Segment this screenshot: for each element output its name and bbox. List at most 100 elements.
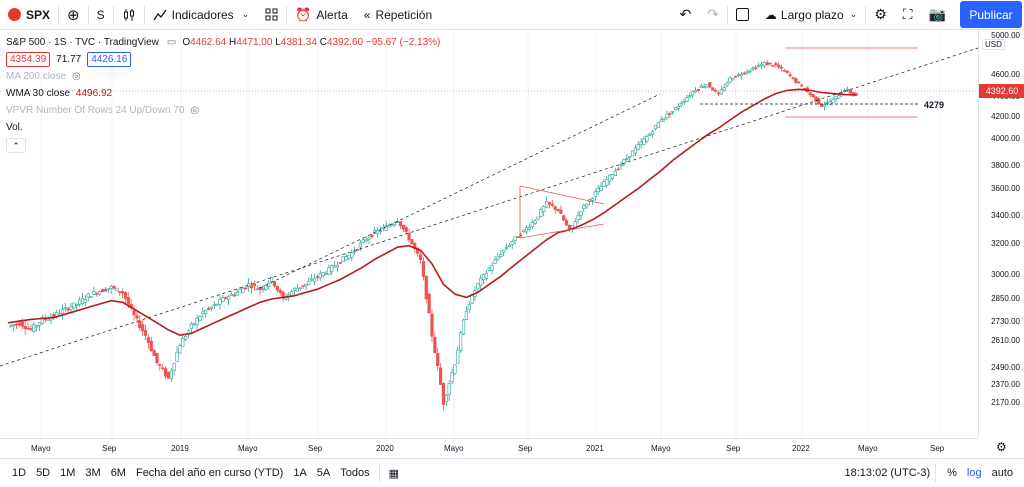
candle-body	[46, 318, 50, 321]
chart-pane[interactable]: 4279	[0, 30, 979, 438]
ask-box[interactable]: 4426.16	[87, 52, 132, 67]
candle-body	[544, 200, 549, 208]
candle-body	[267, 282, 271, 287]
time-tick-label: Mayo	[31, 444, 51, 453]
candle-body	[37, 322, 42, 326]
eye-hidden-icon[interactable]: ◎	[190, 104, 200, 116]
candle-body	[330, 265, 334, 272]
divider	[58, 5, 60, 24]
layout-select-icon[interactable]	[728, 0, 757, 30]
range-button[interactable]: 5A	[316, 467, 331, 479]
candles-style-icon[interactable]	[114, 0, 144, 30]
range-button[interactable]: 5D	[36, 467, 51, 479]
candle-body	[516, 236, 520, 238]
candle-body	[312, 278, 317, 282]
triangle-upper-line[interactable]	[519, 185, 605, 205]
range-button[interactable]: 1D	[12, 467, 27, 479]
level-annotation[interactable]: 4279	[924, 100, 944, 110]
candle-body	[226, 296, 231, 300]
candle-body	[748, 70, 752, 73]
candle-body	[404, 227, 408, 232]
candle-body	[407, 232, 411, 241]
undo-icon[interactable]: ↶	[679, 6, 692, 22]
candle-body	[825, 101, 829, 104]
clock-label[interactable]: 18:13:02 (UTC-3)	[844, 467, 931, 479]
divider	[87, 5, 89, 24]
candle-body	[777, 64, 781, 68]
range-button[interactable]: Fecha del año en curso (YTD)	[135, 467, 284, 479]
price-tick-label: 3800.00	[991, 161, 1020, 170]
candle-body	[444, 394, 448, 402]
candle-body	[206, 308, 211, 310]
range-button[interactable]: 3M	[85, 467, 101, 479]
interval-button[interactable]: S	[89, 0, 113, 30]
alert-label: Alerta	[316, 7, 348, 22]
candle-body	[249, 285, 254, 289]
alert-button[interactable]: ⏰ Alerta	[287, 0, 356, 30]
candle-body	[756, 65, 761, 68]
candle-body	[189, 323, 193, 329]
candle-body	[679, 103, 683, 106]
volume-row[interactable]: Vol.	[6, 119, 440, 136]
range-button[interactable]: Todos	[340, 467, 370, 479]
flag-icon[interactable]: ▭	[166, 36, 177, 48]
eye-hidden-icon[interactable]: ◎	[72, 70, 81, 82]
triangle-lower-line[interactable]	[519, 223, 605, 239]
vpvr-row[interactable]: VPVR Number Of Rows 24 Up/Down 70 ◎	[6, 102, 440, 119]
divider	[143, 5, 145, 24]
price-axis[interactable]: USD 5000.004600.004400.004200.004000.003…	[978, 30, 1024, 438]
candle-body	[209, 306, 214, 310]
layout-name-button[interactable]: ☁ Largo plazo ⌄	[757, 0, 865, 30]
candle-body	[17, 322, 22, 326]
candle-body	[513, 236, 517, 241]
indicators-button[interactable]: Indicadores ⌄	[145, 0, 258, 30]
candle-body	[166, 371, 171, 379]
candle-body	[562, 215, 566, 221]
candle-body	[83, 299, 87, 303]
candle-body	[579, 211, 583, 216]
candle-body	[321, 272, 325, 276]
templates-button[interactable]	[257, 0, 286, 30]
publish-button[interactable]: Publicar	[960, 1, 1022, 28]
interval-label: S	[96, 7, 105, 22]
candle-body	[384, 225, 388, 231]
add-symbol-icon[interactable]: ⊕	[67, 6, 80, 24]
percent-toggle[interactable]: %	[947, 467, 957, 479]
range-button[interactable]: 6M	[110, 467, 126, 479]
candle-body	[135, 315, 139, 319]
bid-box[interactable]: 4354.39	[6, 52, 51, 67]
candle-body	[736, 74, 741, 76]
candle-body	[754, 67, 758, 69]
candle-body	[304, 283, 308, 287]
legend-title[interactable]: S&P 500 · 1S · TVC · TradingView	[6, 36, 159, 48]
candle-body	[610, 174, 615, 179]
price-chart[interactable]: 4279	[0, 30, 979, 438]
candle-body	[616, 168, 620, 171]
time-tick-label: 2022	[792, 444, 810, 453]
price-tick-label: 3600.00	[991, 184, 1020, 193]
camera-icon[interactable]: 📷	[928, 6, 946, 22]
collapse-legend-icon[interactable]: ⌃	[6, 138, 26, 153]
candle-body	[295, 287, 299, 292]
wma30-row[interactable]: WMA 30 close 4496.92	[6, 85, 440, 102]
log-toggle[interactable]: log	[966, 467, 982, 479]
redo-icon[interactable]: ↷	[707, 6, 719, 22]
axis-settings-gear-icon[interactable]: ⚙	[996, 440, 1007, 454]
replay-button[interactable]: « Repetición	[356, 0, 440, 30]
range-button[interactable]: 1M	[60, 467, 76, 479]
time-axis[interactable]: Mayo Sep 2019 Mayo Sep 2020 Mayo Sep 2021 Mayo Sep…	[0, 438, 978, 458]
range-button[interactable]: 1A	[293, 467, 307, 479]
settings-gear-icon[interactable]: ⚙	[874, 6, 887, 22]
calendar-icon[interactable]: ▦	[388, 467, 400, 480]
auto-toggle[interactable]: auto	[991, 467, 1013, 479]
divider	[865, 5, 867, 24]
candle-body	[387, 225, 391, 228]
trendline-short-dashed[interactable]	[259, 93, 661, 289]
candle-body	[493, 259, 497, 264]
fullscreen-icon[interactable]: ⛶	[902, 6, 913, 22]
ma200-row[interactable]: MA 200 close ◎	[6, 68, 440, 85]
currency-badge[interactable]: USD	[982, 39, 1005, 50]
symbol-search-button[interactable]: SPX	[0, 0, 58, 30]
candle-body	[126, 297, 130, 305]
price-tick-label: 3200.00	[991, 239, 1020, 248]
